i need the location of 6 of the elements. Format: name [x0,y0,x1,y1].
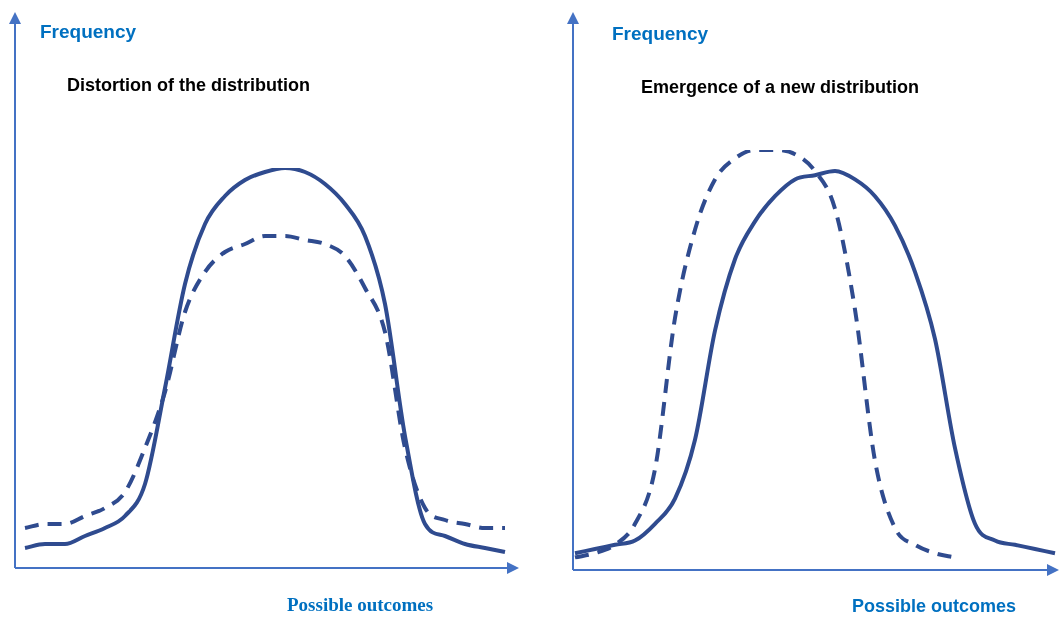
chart-title: Distortion of the distribution [67,74,310,95]
y-axis-title: Frequency [40,21,137,43]
x-axis-title: Possible outcomes [287,593,434,615]
x-axis-title: Possible outcomes [852,595,1017,616]
y-axis-title: Frequency [612,23,709,45]
chart-title: Emergence of a new distribution [641,76,920,97]
